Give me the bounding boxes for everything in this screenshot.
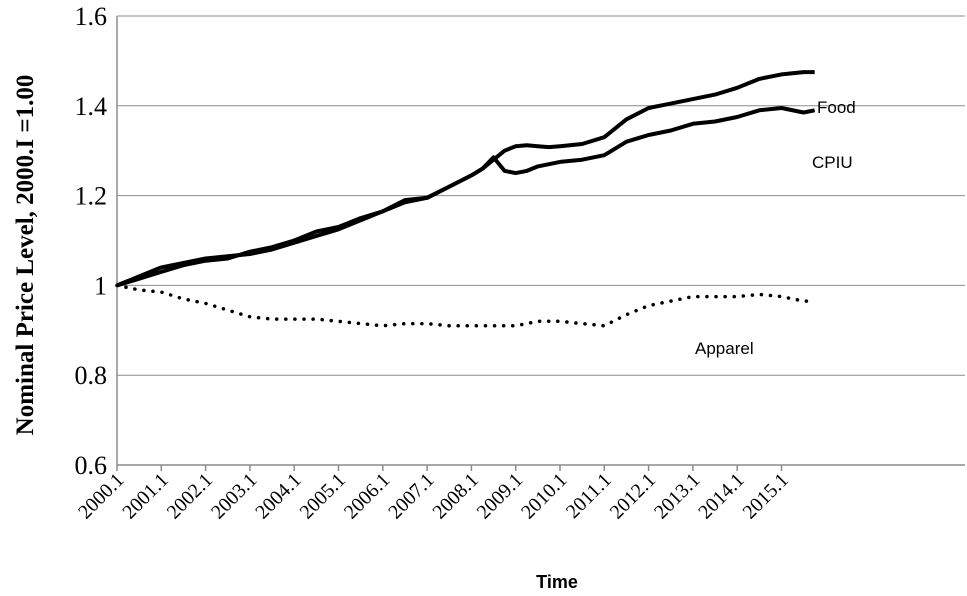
y-tick-label: 1.4 (75, 92, 108, 121)
x-tick-label: 2002.1 (163, 469, 217, 523)
x-tick-label: 2005.1 (296, 469, 350, 523)
x-tick-label: 2013.1 (650, 469, 704, 523)
gridlines (117, 15, 965, 376)
series-label-cpiu: CPIU (812, 153, 853, 172)
series-label-apparel: Apparel (695, 339, 754, 358)
series-lines (115, 70, 817, 328)
x-tick-label: 2008.1 (428, 469, 482, 523)
y-tick-label: 0.6 (75, 451, 108, 480)
x-tick-label: 2012.1 (606, 469, 660, 523)
x-tick-label: 2014.1 (694, 469, 748, 523)
y-tick-label: 0.8 (75, 361, 108, 390)
x-tick-label: 2007.1 (384, 469, 438, 523)
y-axis-label: Nominal Price Level, 2000.I =1.00 (12, 75, 39, 436)
y-tick-label: 1.2 (75, 182, 108, 211)
x-axis-label: Time (536, 572, 578, 592)
x-tick-label: 2003.1 (207, 469, 261, 523)
x-tick-label: 2015.1 (739, 469, 793, 523)
series-line-apparel (115, 283, 817, 328)
x-tick-label: 2001.1 (118, 469, 172, 523)
x-tick-label: 2010.1 (517, 469, 571, 523)
x-tick-label: 2006.1 (340, 469, 394, 523)
series-label-food: Food (817, 98, 856, 117)
x-tick-labels: 2000.12001.12002.12003.12004.12005.12006… (74, 465, 793, 523)
y-tick-labels: 0.6 0.8 1 1.2 1.4 1.6 (75, 2, 108, 480)
x-tick-label: 2011.1 (562, 469, 616, 523)
y-tick-label: 1 (94, 271, 107, 300)
x-tick-label: 2004.1 (251, 469, 305, 523)
series-line-cpiu (116, 106, 816, 288)
y-tick-label: 1.6 (75, 2, 108, 31)
x-tick-label: 2009.1 (473, 469, 527, 523)
